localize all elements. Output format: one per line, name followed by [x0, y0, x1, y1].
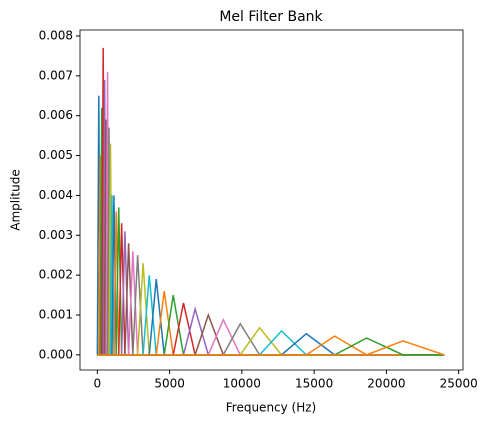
filter-line: [97, 243, 445, 356]
filter-line: [97, 119, 445, 356]
y-tick-label: 0.004: [39, 188, 73, 202]
plot-frame: [79, 29, 464, 371]
filter-line: [97, 71, 445, 356]
filter-line: [97, 340, 445, 356]
filter-line: [97, 47, 445, 356]
x-tick-label: 5000: [154, 377, 185, 391]
y-tick-label: 0.008: [39, 28, 73, 42]
y-axis-label: Amplitude: [9, 169, 23, 231]
x-tick-label: 20000: [367, 377, 405, 391]
y-tick-label: 0.001: [39, 307, 73, 321]
x-tick-label: 25000: [440, 377, 478, 391]
filter-line: [97, 251, 445, 356]
chart-title: Mel Filter Bank: [219, 9, 323, 25]
filter-line: [97, 155, 445, 356]
filter-line: [96, 95, 445, 356]
y-tick-label: 0.002: [39, 268, 73, 282]
x-axis-label: Frequency (Hz): [226, 401, 317, 415]
y-tick-label: 0.005: [39, 148, 73, 162]
x-tick-label: 10000: [223, 377, 261, 391]
filter-line: [97, 223, 445, 356]
filter-line: [97, 143, 445, 356]
x-tick-label: 0: [94, 377, 102, 391]
filter-line: [97, 127, 445, 356]
y-tick-label: 0.007: [39, 68, 73, 82]
filter-line: [97, 231, 445, 356]
x-tick-label: 15000: [295, 377, 333, 391]
y-tick-label: 0.000: [39, 347, 73, 361]
y-tick-label: 0.003: [39, 228, 73, 242]
filter-line: [97, 255, 445, 356]
filter-line: [97, 79, 445, 356]
filter-line: [97, 107, 445, 356]
y-tick-label: 0.006: [39, 108, 73, 122]
